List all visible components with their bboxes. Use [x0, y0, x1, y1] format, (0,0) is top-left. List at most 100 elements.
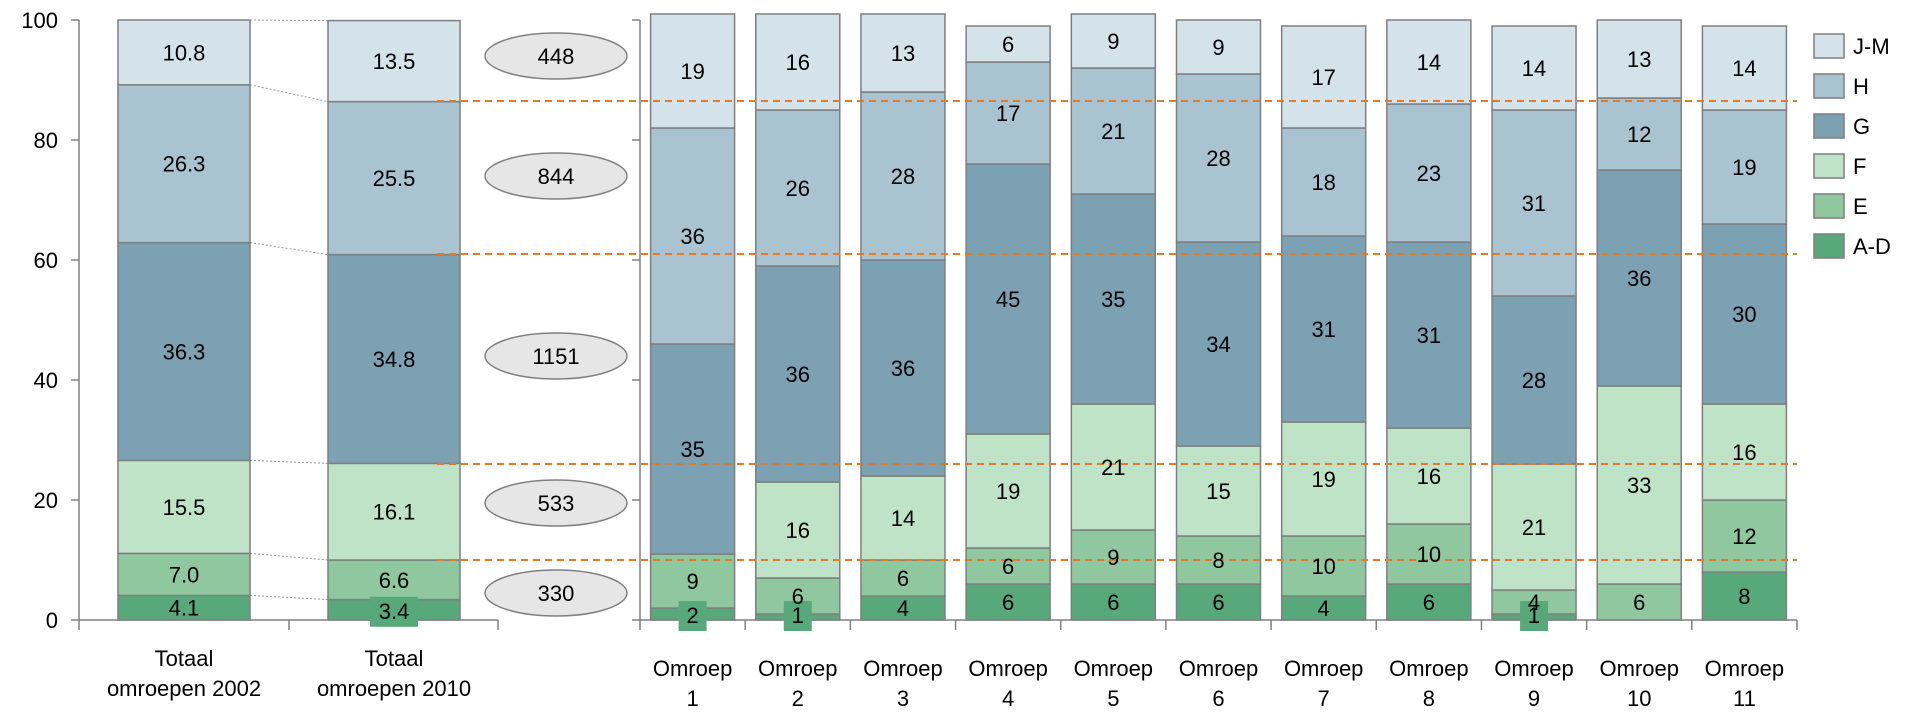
data-label: 16 [786, 50, 810, 75]
bar-segment-h [1596, 97, 1682, 171]
bar-segment-f [1596, 385, 1682, 585]
bar-segment-j-m [327, 19, 461, 103]
bar-segment-a-d [1701, 571, 1788, 621]
data-label: 14 [1732, 56, 1756, 81]
bar-segment-j-m [755, 13, 841, 111]
bar-segment-h [1070, 67, 1157, 195]
data-label: 31 [1417, 323, 1441, 348]
legend-label: F [1853, 154, 1866, 179]
count-bubble-label: 844 [538, 164, 575, 189]
data-label: 25.5 [373, 166, 416, 191]
x-category-label: 3 [897, 686, 909, 711]
data-label: 35 [680, 437, 704, 462]
data-label: 16.1 [373, 500, 416, 525]
data-label: 21 [1101, 119, 1125, 144]
bar-segment-j-m [860, 13, 946, 93]
data-labels: 4.1 7.0 15.5 36.3 26.3 10.8 3.4 6.6 16.1 34.8 25.5… [163, 29, 1757, 631]
bar-segment-j-m [965, 25, 1051, 63]
bar-segment-h [1491, 109, 1577, 297]
data-label: 16 [1732, 440, 1756, 465]
data-label-tag [678, 601, 707, 631]
data-label: 17 [1311, 65, 1335, 90]
data-label: 6 [1002, 554, 1014, 579]
data-label-tag [783, 601, 812, 631]
bar-segment-g [1280, 235, 1367, 423]
count-bubble [484, 32, 628, 80]
bar-segment-f [1701, 403, 1788, 501]
bar-segment-e [860, 559, 946, 597]
data-label: 14 [891, 506, 915, 531]
data-label: 26 [786, 176, 810, 201]
x-category-label: Omroep [1074, 656, 1153, 681]
x-category-label: 11 [1733, 686, 1756, 711]
bars [117, 13, 1788, 621]
data-label: 1 [1528, 603, 1540, 628]
x-category-label: Omroep [1389, 656, 1468, 681]
bar-segment-g [1070, 193, 1157, 405]
bar-segment-f [1491, 463, 1577, 591]
bar-segment-j-m [1491, 25, 1577, 111]
x-category-label: 8 [1423, 686, 1435, 711]
data-label: 26.3 [163, 152, 206, 177]
y-tick-label: 60 [34, 248, 58, 273]
data-label: 6 [1002, 32, 1014, 57]
bar-segment-h [649, 127, 736, 345]
data-label: 6 [1633, 590, 1645, 615]
bar-segment-g [327, 253, 461, 465]
y-tick-label: 20 [34, 488, 58, 513]
data-label: 28 [1522, 368, 1546, 393]
count-bubble [484, 479, 628, 527]
data-label: 6 [792, 584, 804, 609]
bar-segment-j-m [1070, 13, 1157, 69]
count-bubble-label: 330 [538, 581, 575, 606]
legend-label: E [1853, 194, 1868, 219]
data-label: 13 [1627, 47, 1651, 72]
data-label: 21 [1101, 455, 1125, 480]
x-category-label: Omroep [1599, 656, 1678, 681]
data-label: 31 [1311, 317, 1335, 342]
count-bubble-label: 1151 [532, 344, 579, 369]
data-label: 19 [680, 59, 704, 84]
reference-lines [437, 100, 1797, 561]
bar-segment-a-d [117, 594, 251, 621]
connector-line [249, 19, 329, 22]
bar-segment-f [965, 433, 1051, 549]
data-label: 8 [1738, 584, 1750, 609]
y-tick-label: 100 [21, 8, 58, 33]
bar-segment-g [755, 265, 841, 483]
data-label: 6 [1212, 590, 1224, 615]
data-label: 16 [1417, 464, 1441, 489]
bar-segment-j-m [1386, 19, 1472, 105]
bar-segment-e [327, 559, 461, 601]
connector-lines [249, 19, 329, 601]
bar-segment-g [117, 241, 251, 462]
data-label: 17 [996, 101, 1020, 126]
data-label: 28 [891, 164, 915, 189]
bar-segment-j-m [1175, 19, 1262, 75]
x-category-label: Omroep [1705, 656, 1784, 681]
x-category-label: Omroep [1284, 656, 1363, 681]
bar-segment-g [965, 163, 1051, 435]
data-label: 36 [1627, 266, 1651, 291]
data-label: 9 [1107, 29, 1119, 54]
data-label: 35 [1101, 287, 1125, 312]
data-label: 14 [1417, 50, 1441, 75]
bar-segment-a-d [1386, 583, 1472, 621]
data-label: 4 [1318, 596, 1330, 621]
bar-segment-e [117, 552, 251, 597]
data-label: 2 [686, 603, 698, 628]
data-label: 36 [786, 362, 810, 387]
x-category-label: Omroep [1179, 656, 1258, 681]
legend-label: A-D [1853, 234, 1891, 259]
bar-segment-a-d [1070, 583, 1157, 621]
bar-segment-a-d [1175, 583, 1262, 621]
legend-swatch [1813, 113, 1845, 139]
bar-segment-j-m [649, 13, 736, 129]
bar-segment-e [965, 547, 1051, 585]
bar-segment-h [327, 100, 461, 256]
x-category-label: 4 [1002, 686, 1014, 711]
legend-swatch [1813, 153, 1845, 179]
bar-segment-j-m [1596, 19, 1682, 99]
